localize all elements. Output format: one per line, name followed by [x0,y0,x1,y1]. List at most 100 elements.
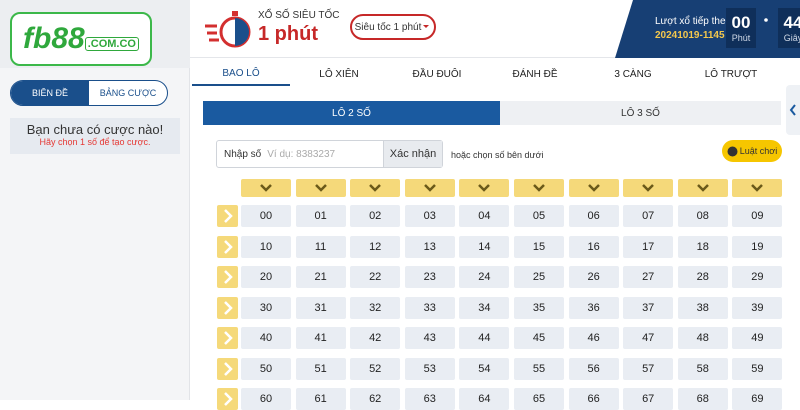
column-select[interactable] [677,179,728,197]
number-cell[interactable]: 01 [295,205,346,227]
number-cell[interactable]: 67 [623,388,674,410]
number-cell[interactable]: 64 [459,388,510,410]
rules-button[interactable]: Luật chơi [722,140,782,162]
number-cell[interactable]: 54 [459,357,510,380]
number-cell[interactable]: 63 [404,388,455,410]
column-select[interactable] [514,179,564,197]
number-cell[interactable]: 24 [459,266,510,288]
column-select[interactable] [241,179,291,197]
nav-tab[interactable]: ĐÁNH ĐỀ [512,68,558,80]
number-cell[interactable]: 57 [623,357,674,380]
number-cell[interactable]: 07 [623,205,674,227]
row-select[interactable] [217,235,238,258]
number-cell[interactable]: 34 [459,296,510,319]
number-input[interactable]: Nhập số Ví dụ: 8383237 Xác nhận [216,140,443,168]
number-cell[interactable]: 27 [623,266,674,288]
number-cell[interactable]: 51 [295,357,346,380]
row-select[interactable] [217,357,238,380]
row-select[interactable] [217,205,238,227]
number-cell[interactable]: 28 [677,266,728,288]
number-cell[interactable]: 60 [241,388,291,410]
row-select[interactable] [217,266,238,288]
number-cell[interactable]: 14 [459,235,510,258]
row-select[interactable] [217,388,238,410]
nav-tab[interactable]: ĐẦU ĐUÔI [412,68,462,80]
column-select[interactable] [568,179,619,197]
number-cell[interactable]: 69 [732,388,783,410]
column-select[interactable] [623,179,674,197]
number-cell[interactable]: 37 [623,296,674,319]
number-cell[interactable]: 13 [404,235,455,258]
number-cell[interactable]: 03 [404,205,455,227]
number-cell[interactable]: 40 [241,327,291,349]
number-cell[interactable]: 62 [350,388,401,410]
number-cell[interactable]: 61 [295,388,346,410]
column-select[interactable] [459,179,510,197]
row-select[interactable] [217,327,238,349]
number-cell[interactable]: 20 [241,266,291,288]
number-cell[interactable]: 52 [350,357,401,380]
number-cell[interactable]: 31 [295,296,346,319]
number-cell[interactable]: 06 [568,205,619,227]
number-cell[interactable]: 05 [514,205,564,227]
number-cell[interactable]: 48 [677,327,728,349]
number-cell[interactable]: 00 [241,205,291,227]
number-cell[interactable]: 16 [568,235,619,258]
number-cell[interactable]: 11 [295,235,346,258]
number-cell[interactable]: 39 [732,296,783,319]
sidebar-tab[interactable]: BIÊN ĐỀ [11,81,89,105]
number-cell[interactable]: 04 [459,205,510,227]
number-cell[interactable]: 19 [732,235,783,258]
number-cell[interactable]: 10 [241,235,291,258]
number-cell[interactable]: 65 [514,388,564,410]
column-select[interactable] [350,179,401,197]
number-cell[interactable]: 21 [295,266,346,288]
number-cell[interactable]: 43 [404,327,455,349]
number-cell[interactable]: 22 [350,266,401,288]
number-cell[interactable]: 55 [514,357,564,380]
number-cell[interactable]: 50 [241,357,291,380]
number-cell[interactable]: 58 [677,357,728,380]
logo[interactable]: fb88 .COM.CO [10,12,152,66]
subtab[interactable]: LÔ 2 SỐ [203,101,500,125]
number-cell[interactable]: 25 [514,266,564,288]
number-cell[interactable]: 46 [568,327,619,349]
number-cell[interactable]: 08 [677,205,728,227]
number-cell[interactable]: 12 [350,235,401,258]
sidebar-tab[interactable]: BẢNG CƯỢC [99,88,157,98]
number-cell[interactable]: 09 [732,205,783,227]
column-select[interactable] [732,179,783,197]
number-cell[interactable]: 42 [350,327,401,349]
number-cell[interactable]: 32 [350,296,401,319]
number-cell[interactable]: 33 [404,296,455,319]
number-cell[interactable]: 36 [568,296,619,319]
number-cell[interactable]: 45 [514,327,564,349]
nav-tab[interactable]: LÔ TRƯỢT [704,68,758,80]
number-cell[interactable]: 17 [623,235,674,258]
column-select[interactable] [295,179,346,197]
nav-tab[interactable]: LÔ XIÊN [319,68,359,80]
nav-tab[interactable]: 3 CÀNG [614,68,652,80]
number-cell[interactable]: 59 [732,357,783,380]
side-toggle[interactable] [786,85,800,135]
number-cell[interactable]: 15 [514,235,564,258]
number-cell[interactable]: 41 [295,327,346,349]
number-cell[interactable]: 38 [677,296,728,319]
number-cell[interactable]: 66 [568,388,619,410]
column-select[interactable] [404,179,455,197]
subtab[interactable]: LÔ 3 SỐ [500,101,781,125]
number-cell[interactable]: 47 [623,327,674,349]
number-cell[interactable]: 02 [350,205,401,227]
row-select[interactable] [217,296,238,319]
number-cell[interactable]: 53 [404,357,455,380]
number-cell[interactable]: 68 [677,388,728,410]
number-cell[interactable]: 23 [404,266,455,288]
game-selector[interactable]: Siêu tốc 1 phút [350,14,436,40]
number-cell[interactable]: 18 [677,235,728,258]
number-cell[interactable]: 56 [568,357,619,380]
number-cell[interactable]: 29 [732,266,783,288]
confirm-button[interactable]: Xác nhận [383,141,442,167]
number-cell[interactable]: 26 [568,266,619,288]
number-cell[interactable]: 35 [514,296,564,319]
nav-tab[interactable]: BAO LÔ [192,62,290,86]
